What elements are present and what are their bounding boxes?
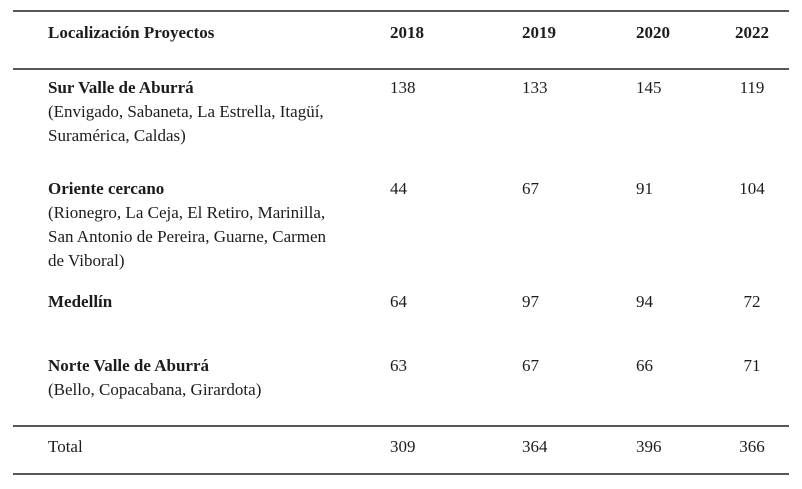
total-label: Total [48,437,83,456]
value-2022: 104 [739,179,765,198]
value-2019: 97 [522,292,539,311]
total-separator-rule [13,425,789,427]
value-2022: 71 [743,356,761,375]
value-2020: 66 [636,356,653,375]
value-2019: 67 [522,179,539,198]
region-name: Norte Valle de Aburrá [48,356,210,375]
column-header-2019: 2019 [522,23,556,42]
value-2018: 138 [390,78,416,97]
total-2022: 366 [739,437,765,456]
header-separator-rule [13,68,789,70]
region-name: Oriente cercano [48,179,165,198]
total-2018: 309 [390,437,416,456]
region-cell: Oriente cercano (Rionegro, La Ceja, El R… [48,177,344,273]
total-2019: 364 [522,437,548,456]
region-cell: Sur Valle de Aburrá (Envigado, Sabaneta,… [48,76,344,148]
value-2020: 91 [636,179,653,198]
column-header-2020: 2020 [636,23,670,42]
region-municipalities-line: (Rionegro, La Ceja, El Retiro, Marinilla… [48,203,326,222]
table-top-rule [13,10,789,12]
region-municipalities-line: (Envigado, Sabaneta, La Estrella, Itagüí… [48,102,324,121]
column-header-location: Localización Proyectos [48,23,215,42]
value-2019: 133 [522,78,548,97]
value-2020: 145 [636,78,662,97]
column-header-2018: 2018 [390,23,424,42]
value-2018: 44 [390,179,407,198]
region-municipalities-line: San Antonio de Pereira, Guarne, Carmen [48,227,327,246]
total-2020: 396 [636,437,662,456]
value-2022: 72 [743,292,761,311]
region-name: Medellín [48,292,113,311]
region-cell: Norte Valle de Aburrá (Bello, Copacabana… [48,354,344,402]
region-municipalities-line: de Viboral) [48,251,125,270]
region-name: Sur Valle de Aburrá [48,78,194,97]
value-2019: 67 [522,356,539,375]
region-cell: Medellín [48,290,344,314]
region-municipalities-line: Suramérica, Caldas) [48,126,186,145]
column-header-2022: 2022 [735,23,769,42]
value-2018: 63 [390,356,407,375]
value-2022: 119 [739,78,765,97]
region-municipalities-line: (Bello, Copacabana, Girardota) [48,380,262,399]
value-2018: 64 [390,292,407,311]
table-bottom-rule [13,473,789,475]
value-2020: 94 [636,292,653,311]
